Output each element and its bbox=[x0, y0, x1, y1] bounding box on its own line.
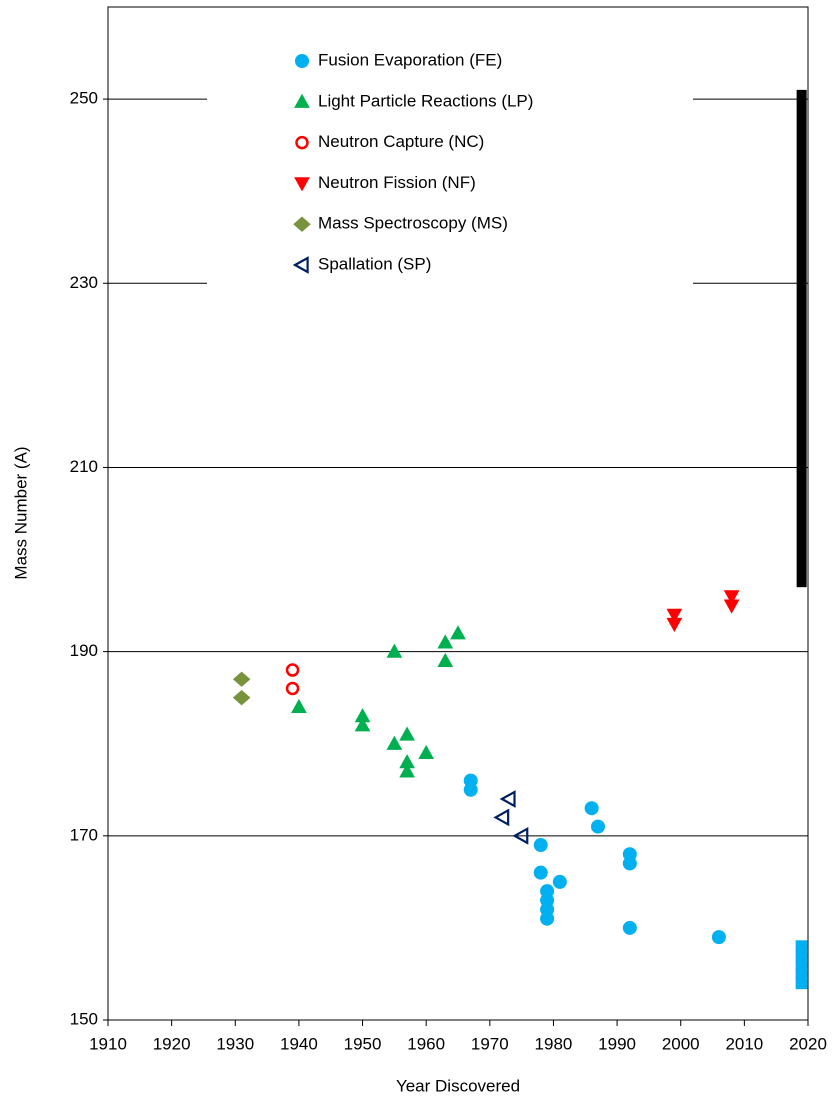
y-tick-label: 190 bbox=[70, 641, 98, 660]
x-axis-label: Year Discovered bbox=[396, 1076, 520, 1095]
x-tick-label: 2000 bbox=[662, 1034, 700, 1053]
y-tick-label: 250 bbox=[70, 89, 98, 108]
legend-marker bbox=[295, 135, 309, 150]
y-axis-label: Mass Number (A) bbox=[11, 446, 30, 579]
point bbox=[232, 690, 251, 706]
point bbox=[723, 590, 740, 605]
point bbox=[622, 856, 637, 871]
point bbox=[354, 717, 371, 732]
point bbox=[285, 663, 300, 677]
point bbox=[533, 865, 548, 880]
point bbox=[591, 819, 605, 834]
point bbox=[552, 874, 567, 889]
legend-label: Spallation (SP) bbox=[318, 254, 431, 273]
point bbox=[232, 671, 251, 687]
legend-label: Light Particle Reactions (LP) bbox=[318, 91, 533, 110]
x-tick-label: 1970 bbox=[471, 1034, 509, 1053]
legend-label: Mass Spectroscopy (MS) bbox=[318, 214, 508, 233]
y-tick-label: 210 bbox=[70, 457, 98, 476]
point bbox=[795, 940, 808, 953]
point bbox=[285, 681, 300, 696]
point bbox=[795, 967, 808, 980]
point bbox=[533, 838, 548, 853]
point bbox=[450, 625, 466, 640]
y-tick-label: 230 bbox=[70, 273, 98, 292]
point bbox=[386, 735, 403, 750]
x-tick-label: 1910 bbox=[89, 1034, 127, 1053]
point bbox=[437, 634, 454, 649]
point bbox=[437, 652, 454, 667]
point bbox=[540, 911, 555, 926]
legend: Fusion Evaporation (FE) Light Particle Re… bbox=[207, 40, 693, 286]
legend-marker bbox=[294, 177, 310, 192]
point bbox=[512, 826, 529, 845]
point bbox=[795, 958, 808, 971]
point bbox=[291, 698, 307, 713]
point bbox=[666, 608, 683, 623]
legend-label: Neutron Fission (NF) bbox=[318, 173, 476, 192]
x-tick-label: 1950 bbox=[344, 1034, 382, 1053]
x-tick-label: 1980 bbox=[535, 1034, 573, 1053]
legend-box bbox=[207, 40, 693, 286]
x-tick-label: 1920 bbox=[153, 1034, 191, 1053]
point bbox=[399, 763, 415, 778]
point bbox=[386, 643, 403, 658]
x-tick-label: 2020 bbox=[789, 1034, 827, 1053]
x-tick-label: 1990 bbox=[598, 1034, 636, 1053]
x-tick-label: 1930 bbox=[216, 1034, 254, 1053]
legend-label: Neutron Capture (NC) bbox=[318, 132, 484, 151]
point bbox=[584, 801, 599, 816]
point bbox=[622, 920, 637, 935]
plot-frame bbox=[107, 6, 809, 1021]
point bbox=[418, 744, 435, 760]
legend-marker bbox=[295, 54, 309, 68]
point bbox=[399, 726, 415, 741]
legend-label: Fusion Evaporation (FE) bbox=[318, 50, 502, 69]
x-tick-label: 2010 bbox=[725, 1034, 763, 1053]
y-tick-label: 170 bbox=[70, 825, 98, 844]
point bbox=[493, 808, 510, 827]
point bbox=[795, 977, 808, 990]
point bbox=[666, 617, 683, 633]
x-tick-label: 1940 bbox=[280, 1034, 318, 1053]
point bbox=[711, 930, 726, 945]
point bbox=[499, 790, 516, 808]
legend-marker bbox=[293, 216, 311, 232]
point bbox=[795, 949, 808, 962]
point bbox=[463, 782, 478, 797]
x-tick-label: 1960 bbox=[407, 1034, 445, 1053]
point bbox=[723, 599, 740, 614]
y-tick-label: 150 bbox=[70, 1009, 98, 1028]
range-bar bbox=[796, 89, 807, 588]
legend-marker bbox=[292, 256, 309, 274]
legend-marker bbox=[294, 93, 310, 108]
